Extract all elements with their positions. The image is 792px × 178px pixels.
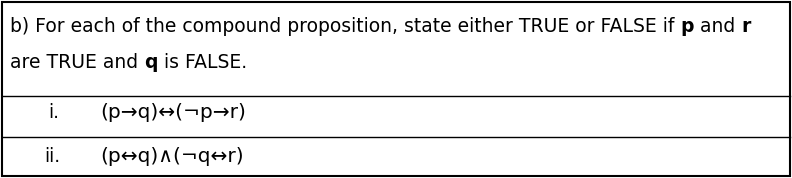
Text: are TRUE and: are TRUE and bbox=[10, 53, 144, 72]
Text: ii.: ii. bbox=[44, 148, 60, 166]
Text: (p↔q)∧(¬q↔r): (p↔q)∧(¬q↔r) bbox=[100, 148, 244, 166]
Text: and: and bbox=[694, 17, 741, 36]
Text: b) For each of the compound proposition, state either TRUE or FALSE if: b) For each of the compound proposition,… bbox=[10, 17, 680, 36]
Text: p: p bbox=[680, 17, 694, 36]
Text: (p→q)↔(¬p→r): (p→q)↔(¬p→r) bbox=[100, 103, 246, 122]
Text: is FALSE.: is FALSE. bbox=[158, 53, 247, 72]
Text: r: r bbox=[741, 17, 751, 36]
Text: i.: i. bbox=[48, 103, 59, 122]
Text: q: q bbox=[144, 53, 158, 72]
